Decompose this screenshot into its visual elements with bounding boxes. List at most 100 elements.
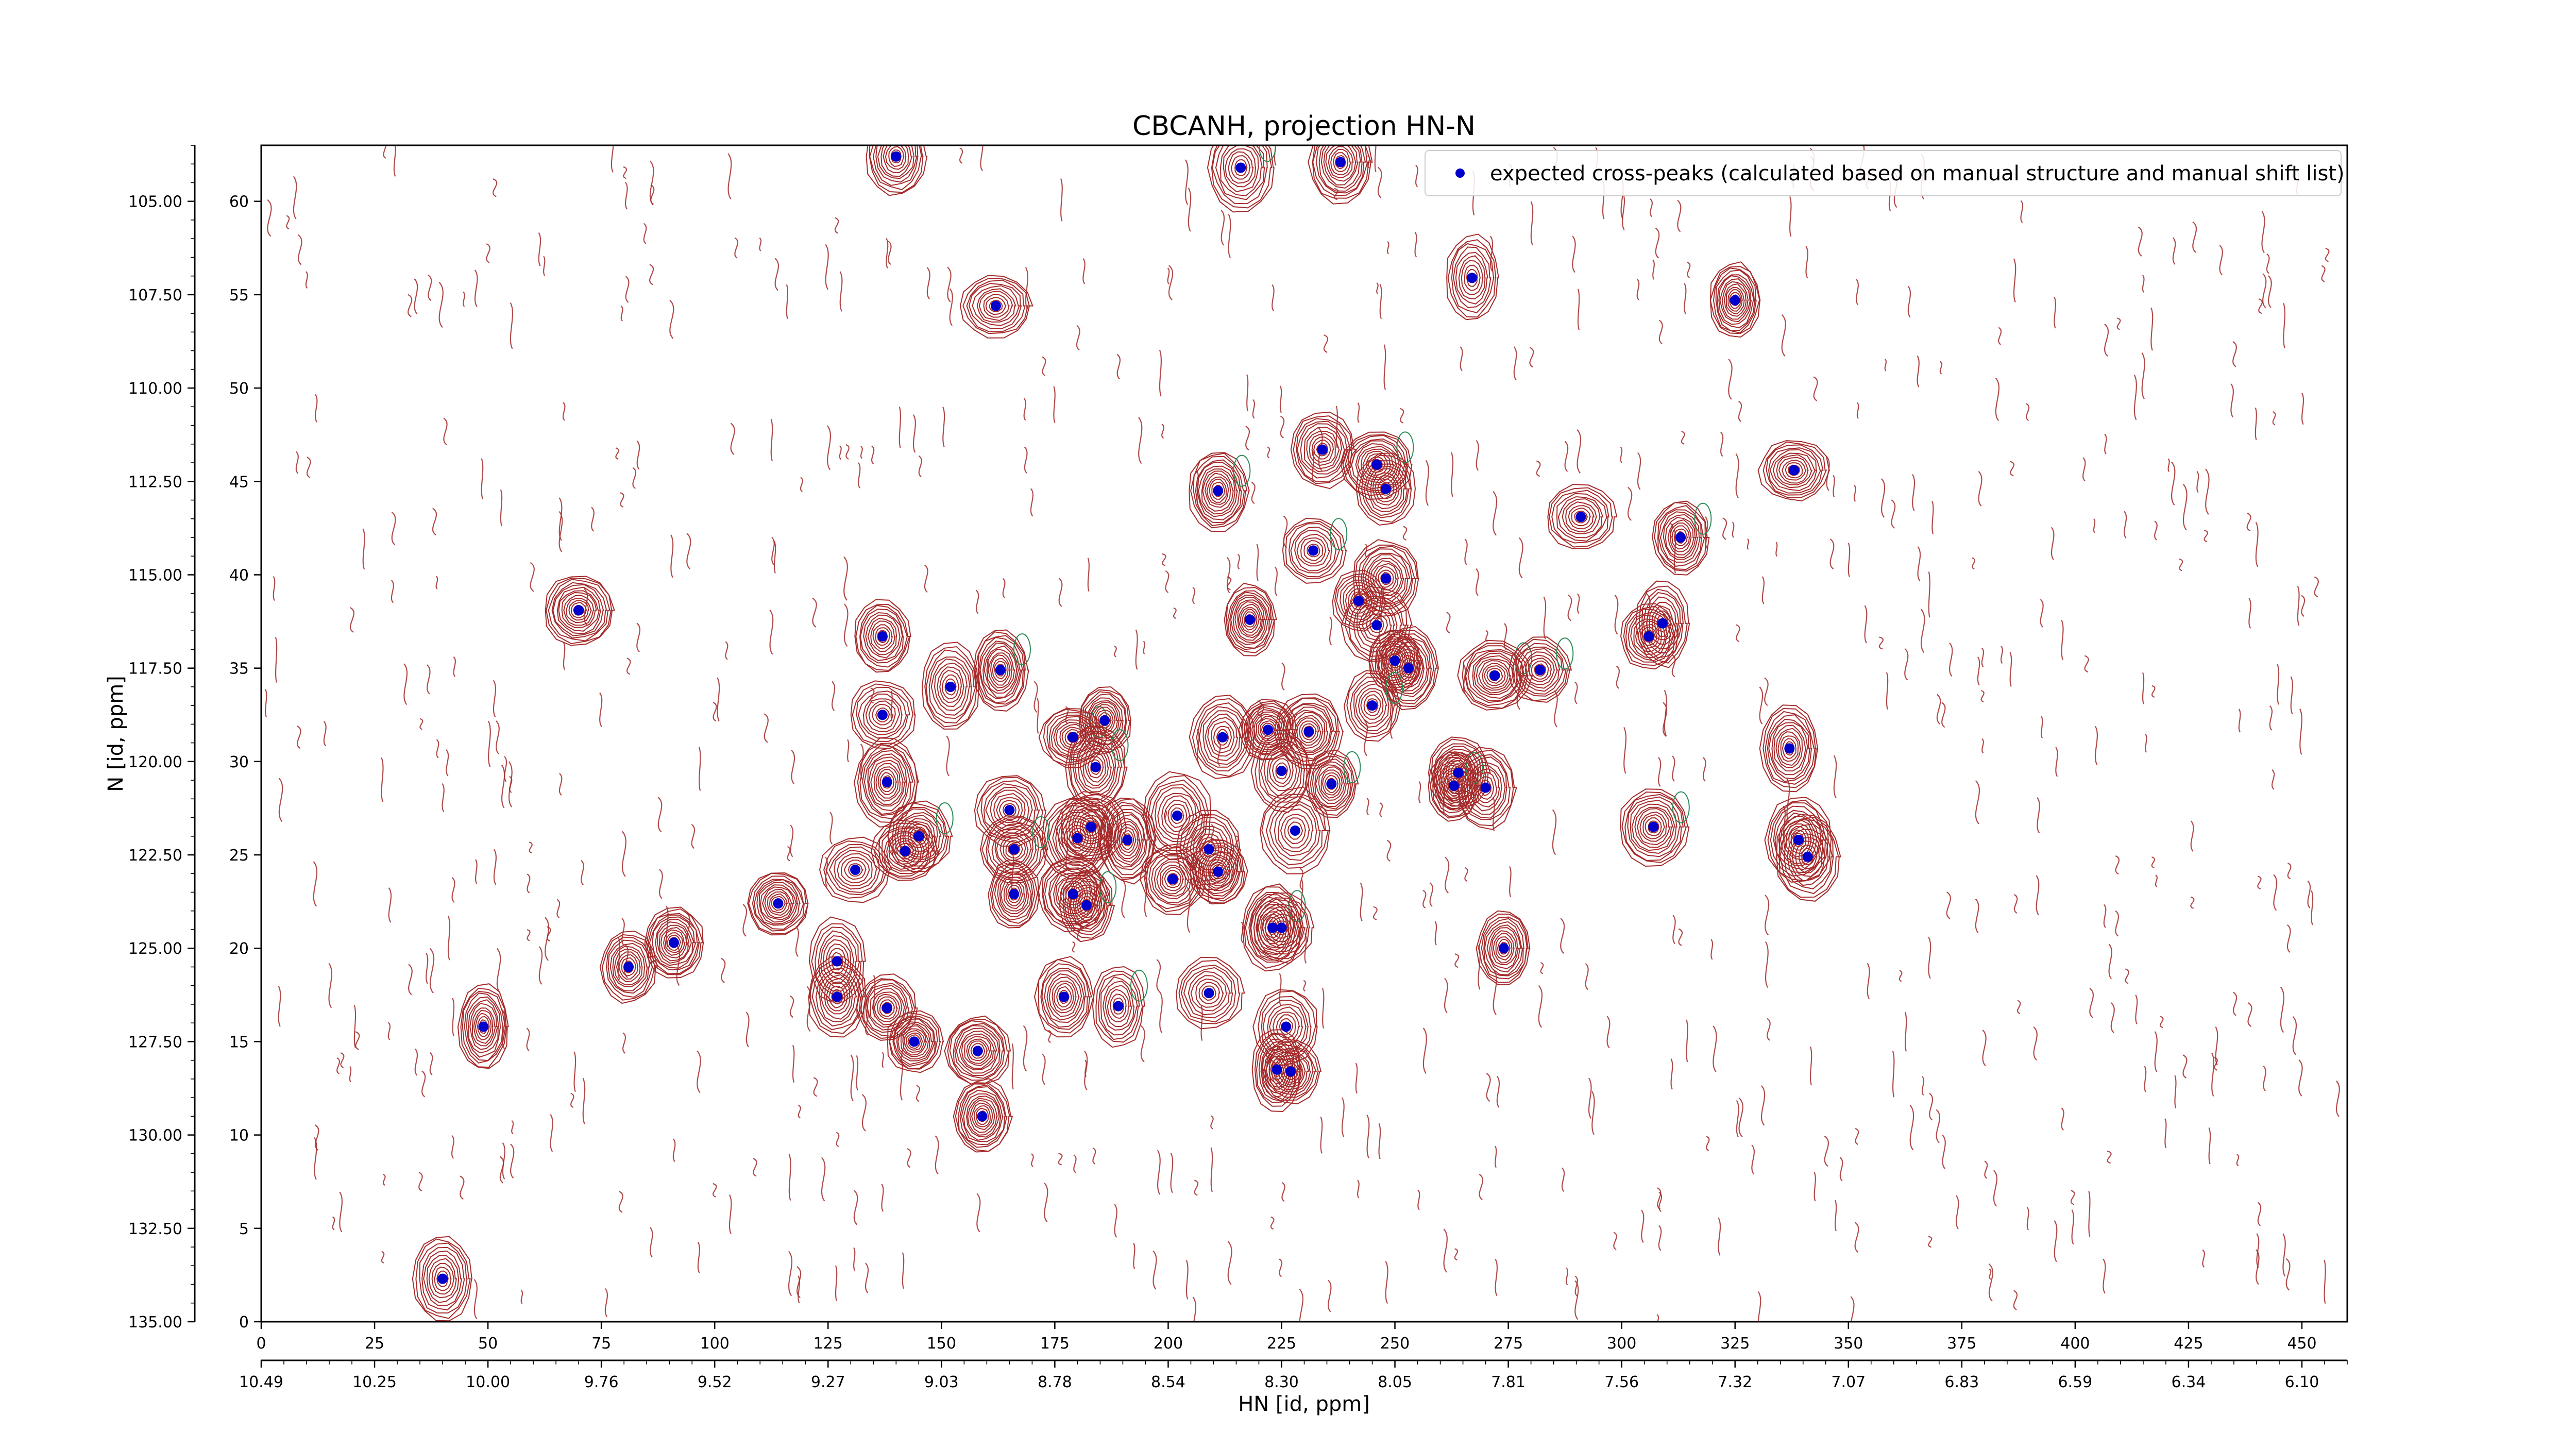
legend-box bbox=[1425, 150, 2342, 196]
peak-contour-group bbox=[545, 576, 615, 646]
peak-contour bbox=[977, 635, 1025, 705]
noise-contour bbox=[624, 182, 628, 210]
noise-contour bbox=[582, 1077, 586, 1124]
ppm-tick-label: 6.34 bbox=[2172, 1373, 2206, 1391]
noise-contour bbox=[2040, 599, 2044, 628]
peak-contour-group bbox=[747, 872, 809, 936]
peak-contour bbox=[879, 771, 895, 793]
peak-contour bbox=[966, 279, 1026, 332]
peak-contour bbox=[1306, 430, 1340, 469]
noise-contour bbox=[1998, 327, 2002, 345]
noise-contour bbox=[1366, 798, 1369, 816]
noise-contour bbox=[2202, 1249, 2205, 1268]
noise-contour bbox=[1920, 609, 1925, 653]
cross-peak-point bbox=[1675, 532, 1686, 543]
noise-contour bbox=[1706, 1136, 1710, 1151]
peak-contour bbox=[1209, 478, 1227, 503]
noise-contour bbox=[1975, 898, 1979, 933]
noise-contour bbox=[1655, 227, 1660, 259]
peak-contour bbox=[1476, 910, 1531, 985]
peak-contour bbox=[1055, 874, 1092, 915]
noise-contour bbox=[1002, 578, 1006, 598]
cross-peak-point bbox=[1389, 655, 1400, 666]
noise-contour bbox=[2070, 1190, 2075, 1205]
peak-contour bbox=[1451, 243, 1495, 314]
peak-contour bbox=[1008, 843, 1021, 856]
cross-peak-point bbox=[668, 937, 679, 948]
noise-contour bbox=[860, 446, 863, 459]
noise-contour bbox=[1161, 424, 1165, 439]
peak-contour bbox=[477, 1016, 490, 1037]
noise-contour bbox=[788, 1154, 791, 1201]
peak-contour bbox=[1777, 731, 1802, 766]
cross-peak-point bbox=[1371, 620, 1382, 631]
noise-contour bbox=[1738, 1097, 1743, 1137]
noise-contour bbox=[1941, 702, 1946, 728]
noise-contour bbox=[509, 776, 513, 793]
peak-contour bbox=[1785, 462, 1803, 479]
peak-contour bbox=[962, 277, 1030, 334]
noise-contour bbox=[980, 145, 984, 172]
noise-contour bbox=[451, 877, 455, 903]
peak-contour bbox=[1102, 981, 1135, 1031]
peak-contour bbox=[1713, 267, 1757, 334]
peak-contour bbox=[1082, 748, 1109, 786]
noise-contour bbox=[2230, 383, 2234, 418]
peak-contour-group bbox=[1176, 956, 1245, 1030]
x-tick-label: 400 bbox=[2060, 1335, 2090, 1353]
noise-contour bbox=[313, 861, 318, 907]
noise-contour bbox=[1303, 980, 1307, 992]
negative-contour bbox=[1396, 431, 1414, 464]
peak-contour bbox=[1455, 251, 1488, 305]
peak-contour-group bbox=[1776, 814, 1841, 902]
peak-contour bbox=[1299, 720, 1319, 744]
cross-peak-point bbox=[1213, 866, 1224, 877]
peak-contour bbox=[992, 658, 1009, 682]
peak-contour-group bbox=[1282, 517, 1348, 584]
peak-contour bbox=[1193, 456, 1245, 526]
noise-contour bbox=[267, 199, 272, 237]
noise-contour bbox=[2292, 1016, 2297, 1055]
peak-contour bbox=[869, 145, 924, 193]
peak-contour-group bbox=[1332, 569, 1387, 632]
noise-contour bbox=[1415, 164, 1418, 188]
noise-contour bbox=[1025, 266, 1028, 310]
noise-contour bbox=[452, 998, 455, 1036]
noise-contour bbox=[1543, 596, 1547, 639]
peak-contour bbox=[1240, 607, 1260, 633]
left-ppm-tick-label: 117.50 bbox=[128, 660, 182, 678]
noise-contour bbox=[1995, 377, 2000, 422]
x-tick-label: 250 bbox=[1380, 1335, 1410, 1353]
peak-contour bbox=[606, 936, 653, 998]
cross-peak-point bbox=[1793, 835, 1804, 846]
noise-contour bbox=[1328, 1279, 1332, 1312]
peak-contour bbox=[1048, 714, 1098, 761]
peak-contour bbox=[978, 637, 1024, 703]
noise-contour bbox=[1210, 1147, 1213, 1192]
noise-contour bbox=[789, 995, 794, 1018]
cross-peak-point bbox=[832, 956, 842, 967]
peak-contour bbox=[1571, 507, 1591, 526]
peak-contour bbox=[1620, 788, 1690, 867]
noise-contour bbox=[362, 528, 365, 570]
peak-contour bbox=[474, 1013, 492, 1041]
peak-contour bbox=[857, 690, 908, 739]
noise-contour bbox=[643, 223, 647, 244]
cross-peak-point bbox=[1244, 614, 1255, 625]
noise-contour bbox=[2246, 512, 2251, 532]
peak-contour bbox=[1110, 814, 1145, 866]
peak-contour bbox=[1486, 924, 1522, 973]
peak-contour bbox=[871, 819, 940, 881]
peak-contour bbox=[1084, 693, 1127, 746]
peak-contour bbox=[1121, 830, 1134, 850]
peak-contour bbox=[1256, 899, 1309, 955]
noise-contour bbox=[730, 423, 735, 455]
noise-contour bbox=[1564, 441, 1569, 472]
peak-contour bbox=[1052, 809, 1104, 867]
noise-contour bbox=[381, 1251, 385, 1264]
noise-contour bbox=[888, 241, 892, 265]
left-ppm-tick-label: 107.50 bbox=[128, 287, 182, 305]
noise-contour bbox=[2325, 247, 2330, 262]
peak-contour bbox=[1447, 239, 1497, 318]
peak-contour bbox=[1249, 892, 1315, 964]
